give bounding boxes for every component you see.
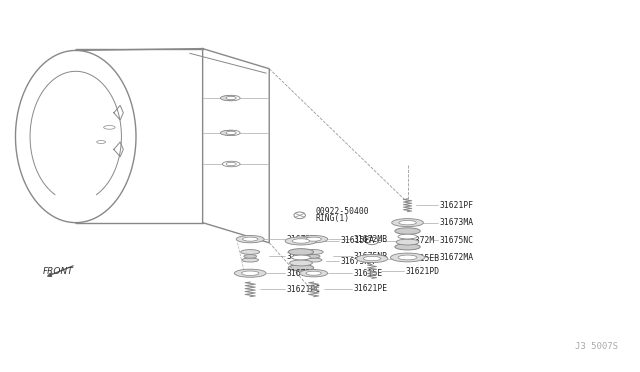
Text: 31615E: 31615E [354,269,383,278]
Text: J3 5007S: J3 5007S [575,342,618,351]
Text: 31372M: 31372M [406,237,435,246]
Text: 31675NB: 31675NB [354,252,388,261]
Ellipse shape [395,228,420,234]
Ellipse shape [300,235,328,243]
Ellipse shape [241,250,260,254]
Ellipse shape [241,271,259,275]
Ellipse shape [226,131,236,135]
Ellipse shape [288,248,314,255]
Ellipse shape [300,270,328,277]
Text: 00922-50400: 00922-50400 [316,207,369,216]
Ellipse shape [244,254,257,258]
Ellipse shape [242,258,259,262]
Ellipse shape [236,235,264,243]
Ellipse shape [356,254,388,263]
Ellipse shape [243,237,258,241]
Ellipse shape [306,237,321,241]
Text: 31672MA: 31672MA [440,253,474,262]
Text: 31615EA: 31615EA [341,237,375,246]
Ellipse shape [306,271,321,275]
Ellipse shape [220,131,236,135]
Ellipse shape [288,264,314,271]
Ellipse shape [292,239,310,243]
Ellipse shape [289,260,312,266]
Ellipse shape [398,255,417,260]
Ellipse shape [97,141,106,144]
Text: 31673M: 31673M [287,235,316,244]
Ellipse shape [222,161,240,167]
Text: 31675N: 31675N [287,252,316,261]
Text: 31621PE: 31621PE [354,284,388,293]
Text: 31673MA: 31673MA [440,218,474,227]
Ellipse shape [305,258,322,262]
Ellipse shape [226,162,236,166]
Ellipse shape [304,250,323,254]
Ellipse shape [390,253,425,262]
Text: 31621PD: 31621PD [406,266,440,276]
Ellipse shape [222,130,240,136]
Text: 31675NC: 31675NC [440,236,474,245]
Text: 31675NA: 31675NA [341,257,375,266]
Ellipse shape [234,269,266,277]
Ellipse shape [398,234,417,239]
Ellipse shape [392,219,424,227]
Ellipse shape [395,244,420,250]
Ellipse shape [226,96,236,100]
Text: 31621PC: 31621PC [287,285,321,294]
Ellipse shape [285,237,317,245]
Ellipse shape [222,95,240,101]
Ellipse shape [396,239,419,245]
Ellipse shape [104,125,115,129]
Ellipse shape [291,255,310,260]
Ellipse shape [364,256,381,261]
Text: 31672MB: 31672MB [354,235,388,244]
Text: FRONT: FRONT [44,267,74,276]
Ellipse shape [307,254,320,258]
Text: 31621PF: 31621PF [440,201,474,209]
Text: 31672M: 31672M [287,269,316,278]
Text: RING(1): RING(1) [316,215,349,224]
Ellipse shape [399,221,416,225]
Text: 31615EB: 31615EB [406,254,440,263]
Ellipse shape [220,96,236,100]
